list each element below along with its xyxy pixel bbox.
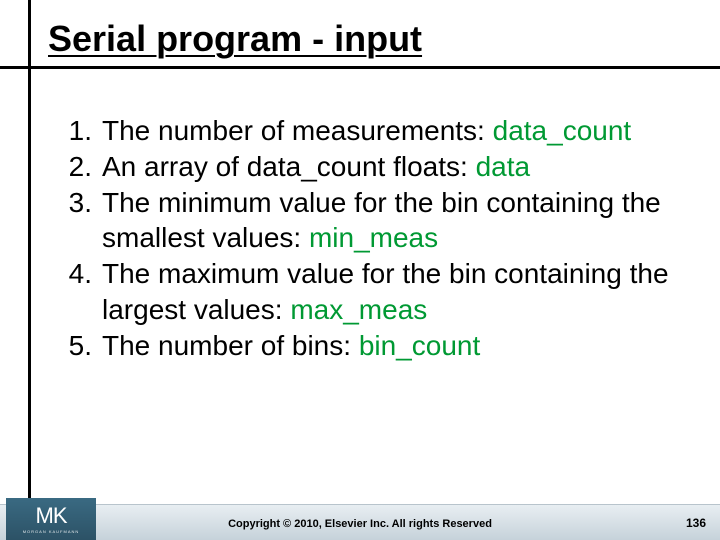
list-text: An array of data_count floats: data (102, 149, 678, 185)
list-number: 1. (58, 113, 102, 149)
copyright-text: Copyright © 2010, Elsevier Inc. All righ… (0, 518, 720, 530)
list-number: 2. (58, 149, 102, 185)
variable-name: max_meas (290, 294, 427, 325)
list-item: 3. The minimum value for the bin contain… (58, 185, 678, 257)
variable-name: data (476, 151, 531, 182)
variable-name: bin_count (359, 330, 480, 361)
list-item: 1. The number of measurements: data_coun… (58, 113, 678, 149)
vertical-rule (28, 0, 31, 540)
list-item: 4. The maximum value for the bin contain… (58, 256, 678, 328)
horizontal-rule (0, 66, 720, 69)
variable-name: min_meas (309, 222, 438, 253)
list-text: The maximum value for the bin containing… (102, 256, 678, 328)
list-number: 5. (58, 328, 102, 364)
variable-name: data_count (493, 115, 632, 146)
list-item: 5. The number of bins: bin_count (58, 328, 678, 364)
ordered-list: 1. The number of measurements: data_coun… (58, 113, 678, 364)
list-number: 4. (58, 256, 102, 292)
list-item: 2. An array of data_count floats: data (58, 149, 678, 185)
page-number: 136 (686, 516, 706, 530)
list-text: The number of bins: bin_count (102, 328, 678, 364)
list-text: The number of measurements: data_count (102, 113, 678, 149)
slide-title: Serial program - input (48, 18, 422, 60)
list-text: The minimum value for the bin containing… (102, 185, 678, 257)
list-number: 3. (58, 185, 102, 221)
